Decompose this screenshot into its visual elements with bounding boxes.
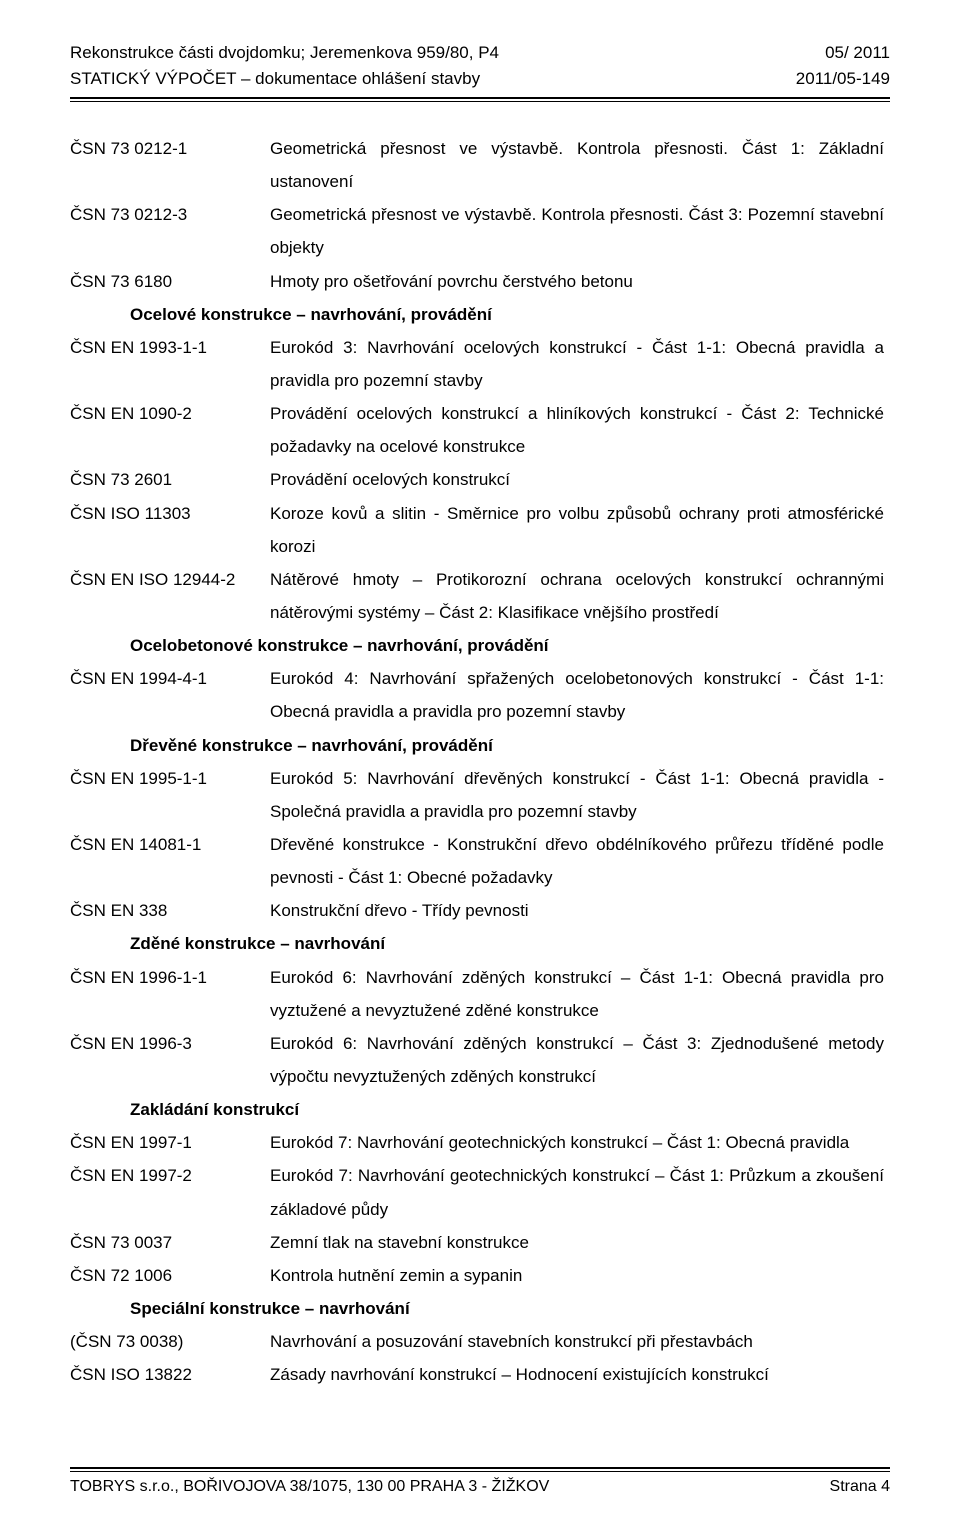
- standard-code: (ČSN 73 0038): [70, 1325, 270, 1358]
- standard-desc: Provádění ocelových konstrukcí: [270, 463, 884, 496]
- standard-desc: Eurokód 6: Navrhování zděných konstrukcí…: [270, 1027, 884, 1093]
- standard-code: ČSN EN 1090-2: [70, 397, 270, 430]
- standard-code: ČSN EN 338: [70, 894, 270, 927]
- standard-entry: ČSN 73 6180Hmoty pro ošetřování povrchu …: [70, 265, 890, 298]
- standard-code: ČSN 73 0212-1: [70, 132, 270, 165]
- standard-desc: Eurokód 6: Navrhování zděných konstrukcí…: [270, 961, 884, 1027]
- standard-code: ČSN EN 1993-1-1: [70, 331, 270, 364]
- standard-desc: Eurokód 3: Navrhování ocelových konstruk…: [270, 331, 884, 397]
- section-heading: Ocelobetonové konstrukce – navrhování, p…: [70, 629, 890, 662]
- header-subtitle-left: STATICKÝ VÝPOČET – dokumentace ohlášení …: [70, 66, 480, 92]
- standard-desc: Eurokód 5: Navrhování dřevěných konstruk…: [270, 762, 884, 828]
- section-heading: Zděné konstrukce – navrhování: [70, 927, 890, 960]
- standard-entry: ČSN 73 2601Provádění ocelových konstrukc…: [70, 463, 890, 496]
- standard-desc: Koroze kovů a slitin - Směrnice pro volb…: [270, 497, 884, 563]
- standard-desc: Geometrická přesnost ve výstavbě. Kontro…: [270, 198, 884, 264]
- footer-rule-thick: [70, 1467, 890, 1469]
- header-date-right: 05/ 2011: [825, 40, 890, 66]
- section-heading: Zakládání konstrukcí: [70, 1093, 890, 1126]
- standard-code: ČSN EN 14081-1: [70, 828, 270, 861]
- standard-code: ČSN ISO 11303: [70, 497, 270, 530]
- standard-entry: ČSN EN 1090-2Provádění ocelových konstru…: [70, 397, 890, 463]
- standard-desc: Zemní tlak na stavební konstrukce: [270, 1226, 884, 1259]
- standard-code: ČSN EN 1997-2: [70, 1159, 270, 1192]
- standard-code: ČSN 73 0212-3: [70, 198, 270, 231]
- document-body: ČSN 73 0212-1Geometrická přesnost ve výs…: [70, 132, 890, 1437]
- header-title-left: Rekonstrukce části dvojdomku; Jeremenkov…: [70, 40, 499, 66]
- standard-entry: ČSN ISO 13822Zásady navrhování konstrukc…: [70, 1358, 890, 1391]
- standard-code: ČSN EN 1996-1-1: [70, 961, 270, 994]
- header-row-1: Rekonstrukce části dvojdomku; Jeremenkov…: [70, 40, 890, 66]
- standard-code: ČSN 73 0037: [70, 1226, 270, 1259]
- standard-entry: ČSN EN 1995-1-1Eurokód 5: Navrhování dře…: [70, 762, 890, 828]
- standard-desc: Kontrola hutnění zemin a sypanin: [270, 1259, 884, 1292]
- standard-desc: Geometrická přesnost ve výstavbě. Kontro…: [270, 132, 884, 198]
- standard-entry: ČSN EN 1996-1-1Eurokód 6: Navrhování zdě…: [70, 961, 890, 1027]
- standard-code: ČSN EN ISO 12944-2: [70, 563, 270, 596]
- footer-row: TOBRYS s.r.o., BOŘIVOJOVA 38/1075, 130 0…: [70, 1478, 890, 1496]
- standard-desc: Nátěrové hmoty – Protikorozní ochrana oc…: [270, 563, 884, 629]
- standard-entry: ČSN EN 338Konstrukční dřevo - Třídy pevn…: [70, 894, 890, 927]
- standard-code: ČSN EN 1994-4-1: [70, 662, 270, 695]
- standard-entry: ČSN EN 1996-3Eurokód 6: Navrhování zděný…: [70, 1027, 890, 1093]
- standard-entry: ČSN ISO 11303Koroze kovů a slitin - Směr…: [70, 497, 890, 563]
- standard-code: ČSN 73 2601: [70, 463, 270, 496]
- standard-desc: Provádění ocelových konstrukcí a hliníko…: [270, 397, 884, 463]
- standard-desc: Navrhování a posuzování stavebních konst…: [270, 1325, 884, 1358]
- standard-code: ČSN ISO 13822: [70, 1358, 270, 1391]
- standard-entry: ČSN 73 0212-3Geometrická přesnost ve výs…: [70, 198, 890, 264]
- document-page: Rekonstrukce části dvojdomku; Jeremenkov…: [0, 0, 960, 1526]
- standard-desc: Zásady navrhování konstrukcí – Hodnocení…: [270, 1358, 884, 1391]
- standard-entry: ČSN EN 1997-1Eurokód 7: Navrhování geote…: [70, 1126, 890, 1159]
- standard-entry: ČSN 73 0212-1Geometrická přesnost ve výs…: [70, 132, 890, 198]
- standard-code: ČSN EN 1995-1-1: [70, 762, 270, 795]
- section-heading: Speciální konstrukce – navrhování: [70, 1292, 890, 1325]
- header-row-2: STATICKÝ VÝPOČET – dokumentace ohlášení …: [70, 66, 890, 92]
- footer-company: TOBRYS s.r.o., BOŘIVOJOVA 38/1075, 130 0…: [70, 1478, 549, 1496]
- standard-entry: (ČSN 73 0038)Navrhování a posuzování sta…: [70, 1325, 890, 1358]
- section-heading: Dřevěné konstrukce – navrhování, provádě…: [70, 729, 890, 762]
- standard-desc: Konstrukční dřevo - Třídy pevnosti: [270, 894, 884, 927]
- standard-code: ČSN EN 1996-3: [70, 1027, 270, 1060]
- standard-desc: Eurokód 7: Navrhování geotechnických kon…: [270, 1126, 884, 1159]
- footer-page-number: Strana 4: [830, 1478, 890, 1496]
- standard-code: ČSN EN 1997-1: [70, 1126, 270, 1159]
- standard-code: ČSN 72 1006: [70, 1259, 270, 1292]
- page-footer: TOBRYS s.r.o., BOŘIVOJOVA 38/1075, 130 0…: [70, 1467, 890, 1496]
- footer-rule-thin: [70, 1471, 890, 1472]
- standard-entry: ČSN 73 0037Zemní tlak na stavební konstr…: [70, 1226, 890, 1259]
- standard-desc: Hmoty pro ošetřování povrchu čerstvého b…: [270, 265, 884, 298]
- standard-code: ČSN 73 6180: [70, 265, 270, 298]
- standard-entry: ČSN 72 1006Kontrola hutnění zemin a sypa…: [70, 1259, 890, 1292]
- header-rule-thick: [70, 97, 890, 99]
- standard-entry: ČSN EN ISO 12944-2Nátěrové hmoty – Proti…: [70, 563, 890, 629]
- page-header: Rekonstrukce části dvojdomku; Jeremenkov…: [70, 40, 890, 126]
- standard-entry: ČSN EN 1994-4-1Eurokód 4: Navrhování spř…: [70, 662, 890, 728]
- header-ref-right: 2011/05-149: [796, 66, 890, 92]
- header-rule-thin: [70, 101, 890, 102]
- standard-entry: ČSN EN 14081-1Dřevěné konstrukce - Konst…: [70, 828, 890, 894]
- section-heading: Ocelové konstrukce – navrhování, provádě…: [70, 298, 890, 331]
- standard-desc: Eurokód 4: Navrhování spřažených ocelobe…: [270, 662, 884, 728]
- standard-entry: ČSN EN 1993-1-1Eurokód 3: Navrhování oce…: [70, 331, 890, 397]
- standard-entry: ČSN EN 1997-2Eurokód 7: Navrhování geote…: [70, 1159, 890, 1225]
- standard-desc: Dřevěné konstrukce - Konstrukční dřevo o…: [270, 828, 884, 894]
- standard-desc: Eurokód 7: Navrhování geotechnických kon…: [270, 1159, 884, 1225]
